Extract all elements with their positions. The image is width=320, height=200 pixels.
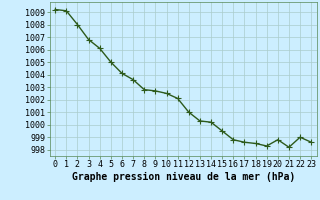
X-axis label: Graphe pression niveau de la mer (hPa): Graphe pression niveau de la mer (hPa)	[72, 172, 295, 182]
